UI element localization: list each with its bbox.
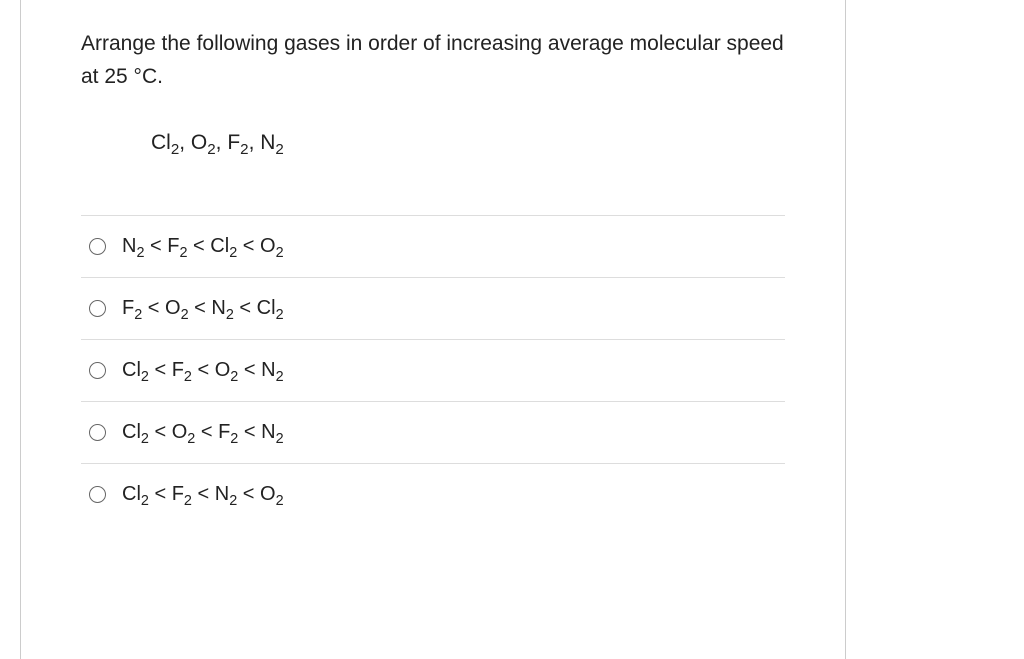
radio-icon[interactable] <box>89 424 106 441</box>
option-row[interactable]: N2 < F2 < Cl2 < O2 <box>81 215 785 277</box>
options-list: N2 < F2 < Cl2 < O2 F2 < O2 < N2 < Cl2 Cl… <box>81 215 785 525</box>
option-label: F2 < O2 < N2 < Cl2 <box>122 297 284 320</box>
radio-icon[interactable] <box>89 362 106 379</box>
question-inner: Arrange the following gases in order of … <box>21 0 845 535</box>
radio-icon[interactable] <box>89 300 106 317</box>
option-label: Cl2 < F2 < O2 < N2 <box>122 359 284 382</box>
radio-icon[interactable] <box>89 486 106 503</box>
radio-icon[interactable] <box>89 238 106 255</box>
given-molecules: Cl2, O2, F2, N2 <box>151 131 785 155</box>
question-prompt: Arrange the following gases in order of … <box>81 28 785 93</box>
option-row[interactable]: Cl2 < F2 < O2 < N2 <box>81 339 785 401</box>
question-card: Arrange the following gases in order of … <box>20 0 846 659</box>
option-label: Cl2 < O2 < F2 < N2 <box>122 421 284 444</box>
option-row[interactable]: F2 < O2 < N2 < Cl2 <box>81 277 785 339</box>
option-label: Cl2 < F2 < N2 < O2 <box>122 483 284 506</box>
option-row[interactable]: Cl2 < F2 < N2 < O2 <box>81 463 785 525</box>
option-row[interactable]: Cl2 < O2 < F2 < N2 <box>81 401 785 463</box>
option-label: N2 < F2 < Cl2 < O2 <box>122 235 284 258</box>
